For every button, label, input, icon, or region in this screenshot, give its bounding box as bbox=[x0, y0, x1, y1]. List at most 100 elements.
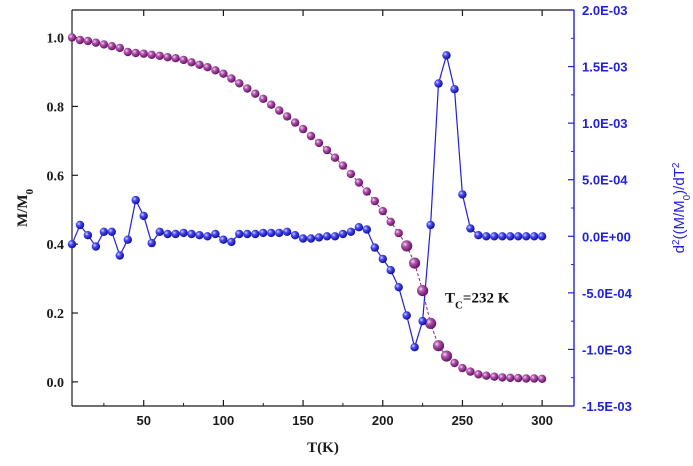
data-point-second-derivative bbox=[402, 311, 411, 320]
data-point-magnetization bbox=[219, 69, 228, 78]
data-point-magnetization bbox=[259, 94, 268, 104]
data-point-magnetization bbox=[179, 55, 188, 65]
data-point-second-derivative bbox=[211, 229, 220, 239]
x-tick-label: 150 bbox=[292, 413, 314, 428]
data-point-magnetization bbox=[432, 340, 445, 352]
data-point-magnetization bbox=[474, 370, 483, 379]
y-left-tick-label: 0.0 bbox=[47, 376, 65, 391]
data-point-second-derivative bbox=[322, 232, 332, 241]
x-tick-label: 50 bbox=[136, 413, 150, 428]
data-point-magnetization bbox=[99, 40, 109, 49]
y-right-tick-label: -1.0E-03 bbox=[582, 342, 632, 357]
data-point-magnetization bbox=[330, 153, 340, 162]
data-point-second-derivative bbox=[115, 251, 125, 260]
y-right-tick-label: -1.5E-03 bbox=[582, 399, 632, 414]
data-point-magnetization bbox=[498, 373, 507, 382]
data-point-second-derivative bbox=[147, 238, 156, 248]
data-point-second-derivative bbox=[251, 229, 260, 239]
y-right-title-part: ((M/M bbox=[671, 200, 688, 239]
data-point-second-derivative bbox=[259, 228, 268, 238]
data-point-second-derivative bbox=[99, 227, 109, 236]
data-point-second-derivative bbox=[179, 228, 188, 238]
y-right-title-part: 2 bbox=[671, 239, 682, 245]
data-point-magnetization bbox=[115, 43, 125, 53]
y-right-title-part: )/dT bbox=[671, 168, 688, 195]
data-point-magnetization bbox=[290, 118, 300, 127]
data-point-second-derivative bbox=[187, 229, 196, 239]
data-point-magnetization bbox=[466, 367, 475, 376]
data-point-second-derivative bbox=[418, 316, 427, 326]
data-point-magnetization bbox=[195, 60, 204, 69]
y-left-tick-label: 1.0 bbox=[47, 32, 65, 47]
data-point-second-derivative bbox=[338, 229, 348, 239]
series-lines-layer bbox=[71, 37, 543, 380]
y-right-tick-label: 5.0E-04 bbox=[582, 173, 628, 188]
data-point-second-derivative bbox=[123, 235, 132, 244]
data-point-magnetization bbox=[75, 35, 85, 45]
data-point-second-derivative bbox=[314, 233, 324, 242]
y-right-axis-title: d2((M/M0)/dT2 bbox=[671, 162, 693, 253]
data-point-magnetization bbox=[417, 285, 429, 297]
data-point-second-derivative bbox=[330, 232, 340, 241]
data-point-second-derivative bbox=[163, 229, 172, 239]
data-point-second-derivative bbox=[298, 234, 308, 243]
y-right-tick-label: 2.0E-03 bbox=[582, 3, 628, 18]
y-left-tick-label: 0.8 bbox=[47, 100, 65, 115]
y-right-title-part: 2 bbox=[671, 162, 682, 168]
x-axis-title: T(K) bbox=[307, 440, 339, 456]
data-point-second-derivative bbox=[195, 231, 204, 240]
y-left-title-sub: 0 bbox=[24, 189, 36, 195]
data-point-second-derivative bbox=[506, 232, 515, 241]
data-point-second-derivative bbox=[394, 283, 403, 292]
data-point-second-derivative bbox=[267, 228, 276, 238]
data-point-second-derivative bbox=[370, 243, 379, 252]
data-point-second-derivative bbox=[131, 195, 140, 205]
data-point-magnetization bbox=[522, 374, 531, 383]
data-point-magnetization bbox=[243, 84, 252, 93]
y-left-tick-label: 0.6 bbox=[47, 169, 65, 184]
data-point-second-derivative bbox=[203, 232, 212, 241]
data-point-magnetization bbox=[155, 51, 164, 60]
data-point-second-derivative bbox=[346, 227, 356, 236]
data-point-second-derivative bbox=[171, 229, 180, 239]
data-point-magnetization bbox=[506, 373, 515, 382]
data-point-magnetization bbox=[314, 138, 324, 148]
data-point-magnetization bbox=[514, 373, 523, 383]
data-point-magnetization bbox=[282, 112, 292, 121]
y-right-title-part: d bbox=[671, 245, 688, 253]
data-point-second-derivative bbox=[243, 229, 252, 239]
data-point-second-derivative bbox=[75, 220, 85, 230]
x-tick-label: 200 bbox=[372, 413, 394, 428]
data-point-second-derivative bbox=[235, 229, 244, 239]
data-point-second-derivative bbox=[306, 234, 316, 243]
data-point-magnetization bbox=[490, 372, 499, 381]
data-point-magnetization bbox=[425, 317, 437, 329]
data-point-magnetization bbox=[67, 33, 77, 42]
axes-layer bbox=[71, 9, 575, 407]
data-point-second-derivative bbox=[83, 231, 93, 240]
data-point-second-derivative bbox=[362, 225, 371, 234]
data-point-second-derivative bbox=[537, 232, 547, 241]
data-point-second-derivative bbox=[434, 79, 443, 88]
data-point-magnetization bbox=[275, 106, 284, 115]
data-point-magnetization bbox=[83, 36, 93, 46]
data-point-magnetization bbox=[537, 374, 547, 383]
data-point-second-derivative bbox=[219, 235, 228, 244]
data-point-second-derivative bbox=[139, 211, 148, 221]
series-line-magnetization bbox=[71, 37, 543, 380]
data-point-second-derivative bbox=[530, 232, 539, 241]
y-left-axis-title: M/M0 bbox=[15, 189, 36, 227]
data-point-second-derivative bbox=[522, 232, 531, 241]
data-point-magnetization bbox=[482, 371, 491, 380]
labels-layer: 50 100 150 200 250 3000.00.20.40.60.81.0-1.5E… bbox=[15, 3, 693, 456]
data-point-magnetization bbox=[401, 240, 413, 252]
y-left-tick-label: 0.4 bbox=[47, 238, 65, 253]
data-point-magnetization bbox=[370, 196, 379, 206]
x-tick-label: 100 bbox=[213, 413, 235, 428]
data-point-second-derivative bbox=[474, 231, 483, 240]
data-point-magnetization bbox=[378, 206, 387, 216]
data-point-magnetization bbox=[458, 363, 467, 373]
data-point-second-derivative bbox=[290, 231, 300, 240]
y-right-tick-label: 0.0E+00 bbox=[582, 229, 631, 244]
